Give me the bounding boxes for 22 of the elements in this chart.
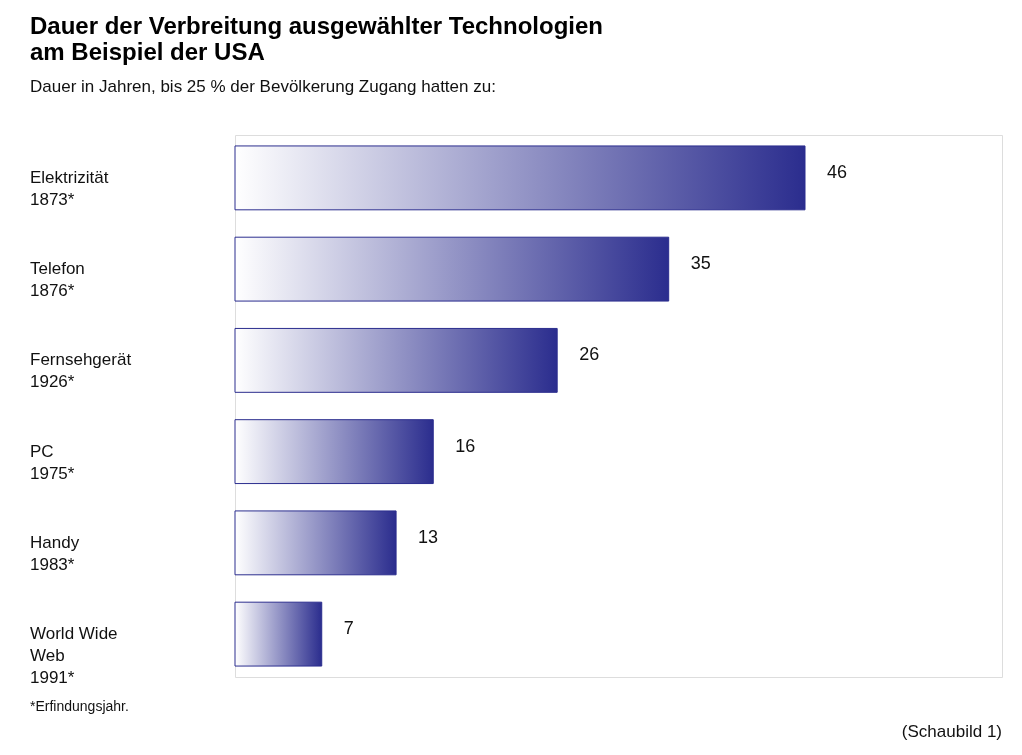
text: *Erfindungsjahr. [30, 698, 129, 714]
y-tick-label: Fernsehgerät 1926* [30, 350, 132, 392]
bar [234, 327, 558, 393]
chart-subtitle: Dauer in Jahren, bis 25 % der Bevölkerung Zugang hatten zu: [30, 77, 496, 96]
bar [234, 510, 397, 576]
data-label: 7 [343, 618, 354, 639]
y-tick-label: Telefon 1876* [30, 259, 85, 301]
data-label: 16 [455, 435, 476, 456]
data-label: 26 [579, 344, 600, 365]
y-tick-label: World Wide Web 1991* [30, 624, 118, 688]
data-label: 13 [418, 526, 439, 547]
y-tick-label: Handy 1983* [30, 532, 80, 574]
bar [234, 145, 806, 211]
y-tick-label: PC 1975* [30, 441, 75, 483]
bar [234, 236, 670, 302]
data-label: 35 [690, 253, 711, 274]
bar [234, 601, 323, 667]
y-tick-label: Elektrizität 1873* [30, 167, 109, 209]
bar [234, 419, 434, 485]
text: (Schaubild 1) [901, 722, 1002, 741]
chart-title: Dauer der Verbreitung ausgewählter Technologien am Beispiel der USA [30, 12, 604, 65]
data-label: 46 [827, 161, 848, 182]
